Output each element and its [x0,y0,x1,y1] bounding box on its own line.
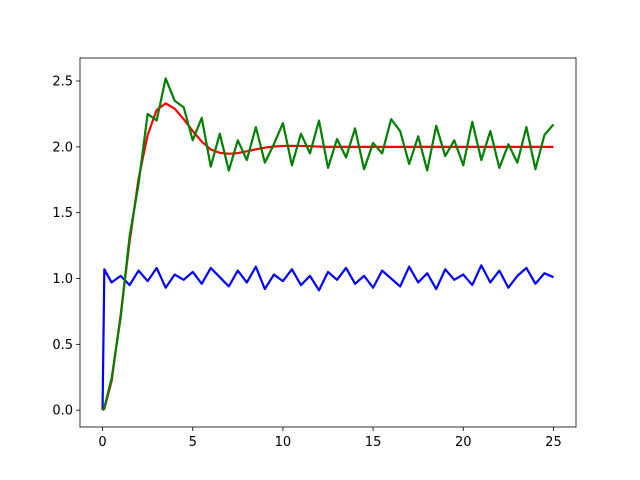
x-tick-label: 15 [365,435,382,450]
line [101,264,554,411]
y-tick-label: 1.5 [52,206,73,221]
line [101,77,555,411]
y-tick-label: 1.0 [52,272,73,287]
x-tick-label: 0 [98,435,106,450]
y-tick-label: 2.5 [52,75,73,90]
y-tick-label: 0.0 [52,404,73,419]
x-tick-label: 5 [189,435,197,450]
plot-frame [79,57,577,428]
line [101,102,554,412]
x-tick-label: 10 [275,435,292,450]
y-tick-label: 2.0 [52,140,73,155]
x-tick-label: 25 [545,435,562,450]
x-tick-label: 20 [455,435,472,450]
y-tick-label: 0.5 [52,338,73,353]
